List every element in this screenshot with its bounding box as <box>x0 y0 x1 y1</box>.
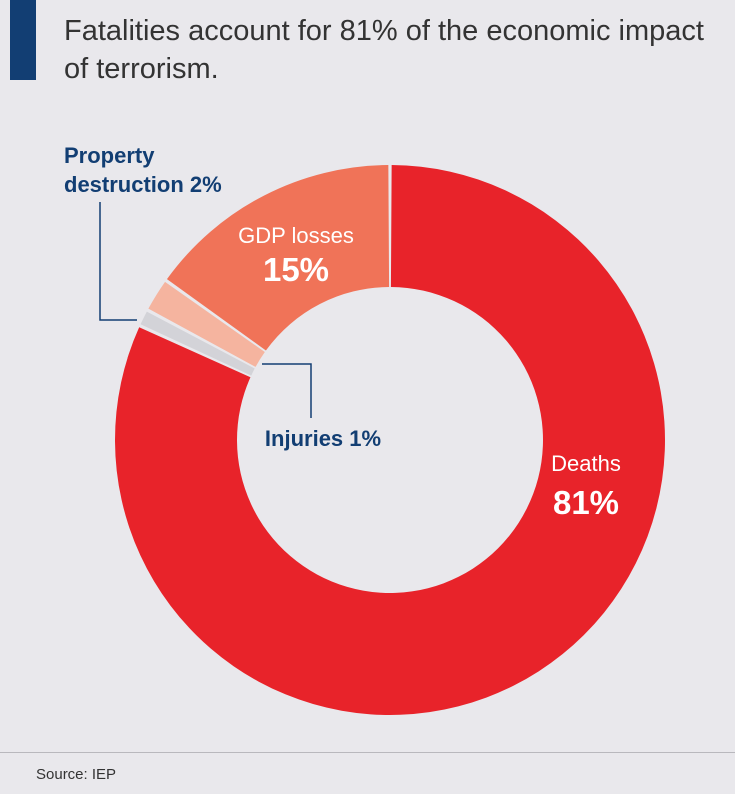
slice-injuries <box>140 311 255 376</box>
label-property-line2: destruction 2% <box>64 172 222 197</box>
slice-property-destruction <box>148 281 265 367</box>
leader-line-injuries <box>262 363 312 418</box>
leader-line-property-destruction <box>99 202 137 321</box>
slice-deaths <box>114 165 666 715</box>
label-deaths-name: Deaths <box>551 451 621 476</box>
label-deaths-value: 81% <box>553 484 619 521</box>
slices-group <box>114 165 666 715</box>
label-gdp-losses-name: GDP losses <box>238 223 354 248</box>
footer-divider <box>0 752 735 753</box>
label-gdp-losses-value: 15% <box>263 251 329 288</box>
source-note: Source: IEP <box>36 766 117 783</box>
label-injuries: Injuries 1% <box>265 426 381 451</box>
label-property-line1: Property <box>64 143 155 168</box>
slice-gdp-losses <box>166 165 390 351</box>
chart-title: Fatalities account for 81% of the econom… <box>64 15 704 85</box>
title-accent-bar <box>10 0 36 80</box>
